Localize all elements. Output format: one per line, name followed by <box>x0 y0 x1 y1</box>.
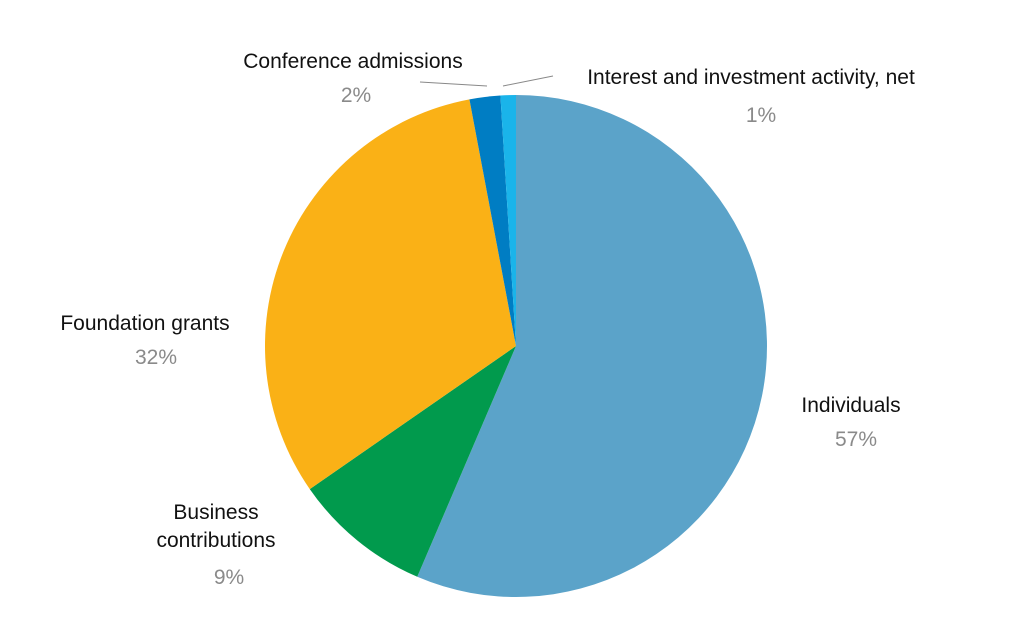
pie-slice-business-contributions <box>309 346 516 577</box>
label-foundation: Foundation grants <box>60 312 229 335</box>
leader-line-interest <box>502 75 554 87</box>
pie-slice-individuals <box>417 95 767 597</box>
leader-line-conference <box>419 81 488 87</box>
pct-individuals: 57% <box>835 428 877 451</box>
label-interest: Interest and investment activity, net <box>587 66 915 89</box>
pie-slice-conference-admissions <box>469 95 516 346</box>
pct-interest: 1% <box>746 104 776 127</box>
label-business-line1: Business <box>173 501 258 524</box>
pie-slice-interest-and-investment-activity-net <box>500 95 516 346</box>
pie-slices <box>264 95 767 597</box>
label-individuals: Individuals <box>801 394 900 417</box>
pct-business: 9% <box>214 566 244 589</box>
pct-conference: 2% <box>341 84 371 107</box>
pct-foundation: 32% <box>135 346 177 369</box>
label-business-line2: contributions <box>156 529 275 552</box>
pie-slice-foundation-grants <box>264 99 516 490</box>
label-conference: Conference admissions <box>243 50 462 73</box>
